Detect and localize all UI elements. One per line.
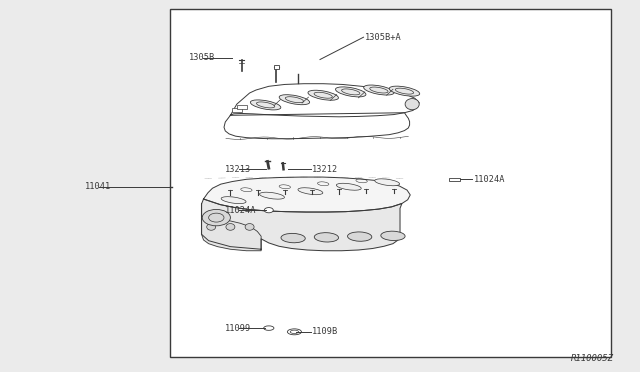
Ellipse shape: [226, 224, 235, 230]
Bar: [449, 178, 460, 181]
Text: 11099: 11099: [225, 324, 252, 333]
Ellipse shape: [279, 95, 310, 105]
Ellipse shape: [291, 330, 299, 333]
Bar: [170, 9, 611, 357]
Ellipse shape: [207, 224, 216, 230]
Text: R110005Z: R110005Z: [572, 354, 614, 363]
Ellipse shape: [245, 224, 254, 230]
Polygon shape: [202, 199, 402, 251]
Ellipse shape: [264, 326, 274, 330]
Circle shape: [202, 209, 230, 226]
Text: 11041: 11041: [84, 182, 111, 191]
Ellipse shape: [281, 233, 305, 243]
Text: 1305B+A: 1305B+A: [365, 33, 401, 42]
Polygon shape: [204, 177, 410, 212]
Circle shape: [264, 208, 273, 213]
Text: 1305B: 1305B: [189, 53, 215, 62]
Ellipse shape: [405, 99, 419, 110]
Text: 13212: 13212: [312, 165, 339, 174]
Bar: [237, 105, 247, 109]
Ellipse shape: [298, 188, 323, 195]
Ellipse shape: [221, 197, 246, 203]
Ellipse shape: [250, 100, 281, 110]
Ellipse shape: [308, 90, 339, 100]
Ellipse shape: [287, 329, 301, 335]
Ellipse shape: [337, 183, 361, 190]
Ellipse shape: [375, 179, 399, 186]
Ellipse shape: [314, 232, 339, 242]
Text: 1109B: 1109B: [312, 327, 339, 336]
Polygon shape: [224, 113, 410, 139]
Ellipse shape: [260, 192, 284, 199]
Ellipse shape: [348, 232, 372, 241]
Polygon shape: [202, 204, 261, 251]
Ellipse shape: [381, 231, 405, 241]
Polygon shape: [230, 84, 419, 117]
Ellipse shape: [364, 85, 394, 95]
Bar: [274, 65, 279, 69]
Bar: [232, 108, 242, 112]
Text: 13213: 13213: [225, 165, 252, 174]
Text: 11024A: 11024A: [225, 206, 257, 215]
Ellipse shape: [335, 87, 366, 97]
Text: 11024A: 11024A: [474, 175, 505, 184]
Ellipse shape: [389, 86, 420, 96]
